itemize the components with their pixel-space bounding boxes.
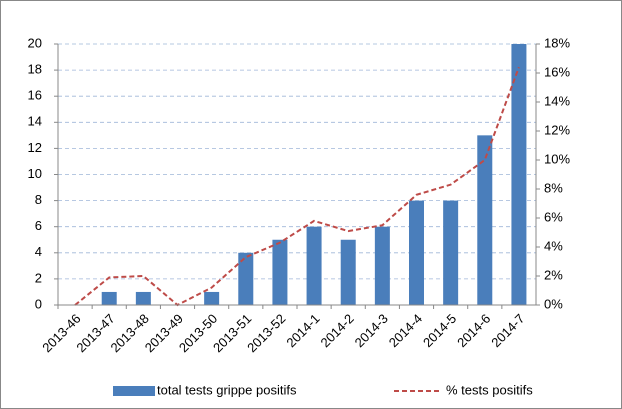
y2-tick-label: 18% — [544, 35, 570, 50]
bar — [409, 200, 424, 305]
bar — [477, 135, 493, 305]
bar — [306, 226, 322, 305]
y2-tick-label: 12% — [544, 122, 570, 137]
y-tick-label: 10 — [28, 166, 42, 181]
bar — [135, 291, 151, 305]
y-tick-label: 18 — [28, 62, 42, 77]
y-tick-label: 16 — [28, 88, 42, 103]
y-tick-label: 4 — [35, 244, 42, 259]
y2-tick-label: 10% — [544, 151, 570, 166]
y2-tick-label: 0% — [544, 296, 563, 311]
y-tick-label: 6 — [35, 218, 42, 233]
bar — [511, 44, 527, 305]
bar — [374, 226, 390, 305]
y2-tick-label: 4% — [544, 238, 563, 253]
y-tick-label: 0 — [35, 296, 42, 311]
y2-tick-label: 14% — [544, 93, 570, 108]
y-tick-label: 2 — [35, 270, 42, 285]
y2-tick-label: 16% — [544, 64, 570, 79]
bar — [238, 252, 254, 305]
y-tick-label: 20 — [28, 35, 42, 50]
legend-label: % tests positifs — [446, 382, 533, 397]
bar — [101, 291, 117, 305]
bar — [443, 200, 459, 305]
y-tick-label: 12 — [28, 140, 42, 155]
y2-tick-label: 2% — [544, 267, 563, 282]
bar — [204, 291, 220, 305]
legend-swatch — [113, 386, 155, 396]
y2-tick-label: 6% — [544, 209, 563, 224]
legend-label: total tests grippe positifs — [157, 382, 297, 397]
y-tick-label: 14 — [28, 114, 42, 129]
y2-tick-label: 8% — [544, 180, 563, 195]
bar — [340, 239, 356, 305]
bar — [272, 239, 288, 305]
line — [74, 66, 520, 307]
y-tick-label: 8 — [35, 192, 42, 207]
